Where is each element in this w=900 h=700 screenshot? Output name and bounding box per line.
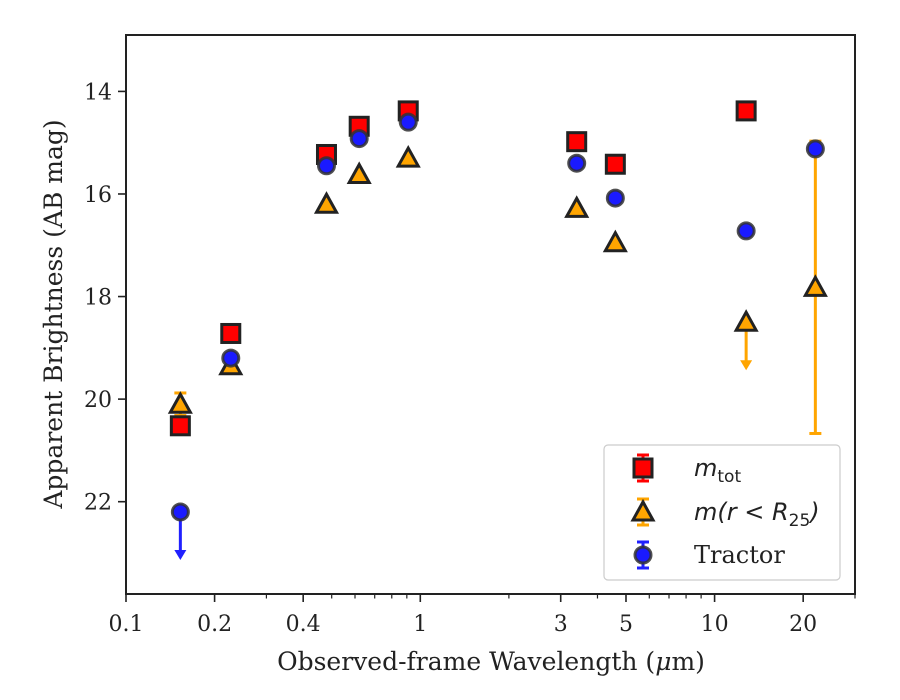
data-point-circle [316,156,336,176]
data-point-triangle [395,144,421,168]
data-point-square [735,100,757,122]
legend: mtot m(r < R25) Tractor [603,444,841,581]
data-point-triangle [602,229,628,253]
x-tick-label: 0.1 [109,612,144,637]
plot-area [167,100,828,560]
data-point-triangle [346,161,372,184]
data-point-circle [736,221,756,241]
data-point-circle [605,188,625,208]
data-point-triangle [564,195,590,218]
legend-marker-square [632,457,654,479]
x-tick-label: 20 [789,612,817,637]
data-point-triangle [802,274,828,297]
y-tick-label: 22 [84,491,112,516]
data-point-circle [221,348,241,368]
data-point-triangle [733,309,759,332]
data-point-square [566,131,588,153]
legend-label: m(r < R25) [694,498,820,531]
x-tick-label: 0.4 [286,612,321,637]
data-point-square [604,153,626,175]
data-point-circle [398,112,418,132]
data-point-square [220,322,242,344]
legend-marker-triangle [630,498,656,522]
x-tick-label: 5 [619,612,633,637]
y-tick-label: 14 [84,80,112,105]
axes: 0.1 0.2 0.4 1 3 5 10 20 14 16 18 20 22 [84,34,856,637]
data-point-circle [349,129,369,149]
data-point-circle [567,153,587,173]
x-tick-label: 10 [701,612,729,637]
y-tick-label: 16 [84,183,112,208]
x-tick-label: 0.2 [197,612,232,637]
x-tick-label: 1 [413,612,427,637]
data-point-circle [805,139,825,159]
plot-frame [125,34,856,595]
data-point-triangle [167,391,193,414]
y-tick-label: 18 [84,286,112,311]
data-point-circle [170,502,190,522]
data-point-square [169,415,191,437]
upper-limit-arrowhead [174,549,187,560]
legend-box [603,444,841,581]
legend-marker-circle [633,545,653,565]
y-axis-label: Apparent Brightness (AB mag) [39,119,68,509]
data-point-triangle [313,191,340,214]
upper-limit-arrowhead [740,360,753,371]
y-tick-label: 20 [84,388,112,413]
x-axis-label: Observed-frame Wavelength (μm) [277,647,705,676]
legend-label: mtot [694,454,741,487]
x-tick-label: 3 [554,612,568,637]
legend-label: Tractor [694,541,785,569]
